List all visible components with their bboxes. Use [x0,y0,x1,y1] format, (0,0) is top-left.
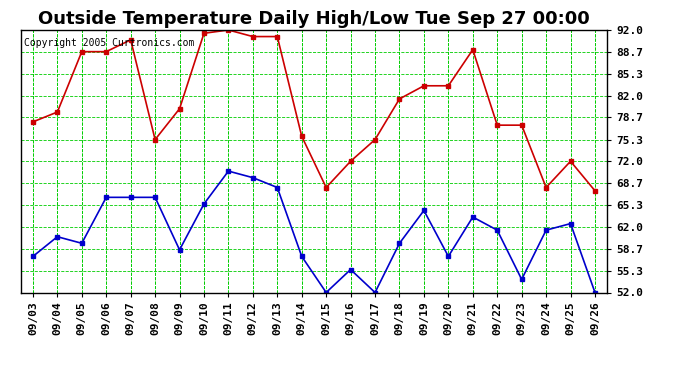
Title: Outside Temperature Daily High/Low Tue Sep 27 00:00: Outside Temperature Daily High/Low Tue S… [38,10,590,28]
Text: Copyright 2005 Curtronics.com: Copyright 2005 Curtronics.com [23,38,194,48]
